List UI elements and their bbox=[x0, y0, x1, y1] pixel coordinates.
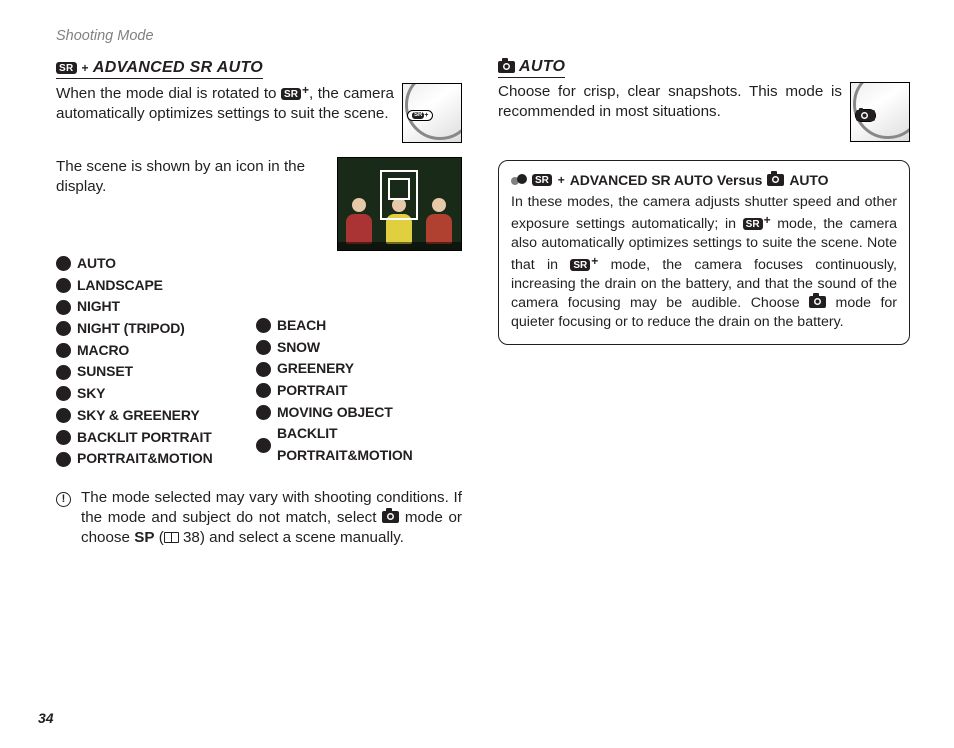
scene-icon bbox=[56, 408, 71, 423]
scene-icon bbox=[56, 386, 71, 401]
scene-label: GREENERY bbox=[277, 358, 354, 380]
sr-badge-inline-icon: SR bbox=[743, 218, 763, 230]
scene-icon bbox=[56, 452, 71, 467]
note-bullet-icon bbox=[511, 174, 527, 186]
scene-label: AUTO bbox=[77, 253, 116, 275]
scene-label: SNOW bbox=[277, 337, 320, 359]
caution-icon: ! bbox=[56, 490, 71, 548]
two-column-layout: SR+ ADVANCED SR AUTO When the mode dial … bbox=[56, 58, 910, 548]
scene-label: MOVING OBJECT bbox=[277, 402, 393, 424]
scene-icon bbox=[256, 405, 271, 420]
scene-item: NIGHT (TRIPOD) bbox=[56, 318, 256, 340]
scene-list-right: BEACHSNOWGREENERYPORTRAITMOVING OBJECTBA… bbox=[256, 315, 462, 470]
scene-icon bbox=[256, 340, 271, 355]
right-column: AUTO Choose for crisp, clear snapshots. … bbox=[498, 58, 910, 548]
intro-text-a: When the mode dial is rotated to bbox=[56, 85, 281, 102]
scene-label: MACRO bbox=[77, 340, 129, 362]
auto-intro-row: Choose for crisp, clear snapshots. This … bbox=[498, 82, 910, 142]
scene-icon bbox=[256, 362, 271, 377]
scene-item: LANDSCAPE bbox=[56, 275, 256, 297]
scene-item: MOVING OBJECT bbox=[256, 402, 462, 424]
running-head: Shooting Mode bbox=[56, 28, 910, 44]
scene-item: MACRO bbox=[56, 340, 256, 362]
scene-description-row: The scene is shown by an icon in the dis… bbox=[56, 157, 462, 251]
scene-label: PORTRAIT&MOTION bbox=[77, 448, 213, 470]
scene-label: BACKLIT PORTRAIT bbox=[77, 427, 212, 449]
sr-plus-inline-icon: + bbox=[764, 213, 771, 227]
scene-item: PORTRAIT bbox=[256, 380, 462, 402]
sr-badge-inline-icon: SR bbox=[570, 259, 590, 271]
scene-icon bbox=[256, 438, 271, 453]
auto-body-text: Choose for crisp, clear snapshots. This … bbox=[498, 82, 842, 142]
section-title-text: ADVANCED SR AUTO bbox=[93, 59, 263, 77]
camera-icon bbox=[767, 174, 784, 186]
sr-plus-icon: + bbox=[82, 61, 89, 75]
sr-badge-icon: SR bbox=[56, 62, 77, 74]
scene-icon bbox=[256, 383, 271, 398]
callout-body: In these modes, the camera adjusts shutt… bbox=[511, 193, 897, 332]
scene-label: NIGHT bbox=[77, 296, 120, 318]
scene-item: BACKLIT PORTRAIT bbox=[56, 427, 256, 449]
scene-item: SKY & GREENERY bbox=[56, 405, 256, 427]
camera-icon bbox=[382, 511, 399, 523]
scene-label: SKY bbox=[77, 383, 105, 405]
scene-label: NIGHT (TRIPOD) bbox=[77, 318, 185, 340]
scene-icon-lists: AUTOLANDSCAPENIGHTNIGHT (TRIPOD)MACROSUN… bbox=[56, 253, 462, 470]
callout-title: SR+ ADVANCED SR AUTO Versus AUTO bbox=[511, 171, 897, 190]
scene-item: NIGHT bbox=[56, 296, 256, 318]
scene-label: LANDSCAPE bbox=[77, 275, 163, 297]
sr-plus-inline-icon: + bbox=[302, 83, 309, 97]
sr-badge-icon: SR bbox=[532, 174, 552, 186]
scene-icon bbox=[256, 318, 271, 333]
scene-item: SUNSET bbox=[56, 361, 256, 383]
scene-icon bbox=[56, 256, 71, 271]
section-title-text: AUTO bbox=[519, 58, 565, 76]
scene-item: AUTO bbox=[56, 253, 256, 275]
intro-row: When the mode dial is rotated to SR+, th… bbox=[56, 83, 462, 143]
page-ref-icon bbox=[164, 532, 179, 543]
section-title-auto: AUTO bbox=[498, 58, 565, 78]
scene-label: PORTRAIT bbox=[277, 380, 347, 402]
section-title-advanced-sr-auto: SR + ADVANCED SR AUTO bbox=[56, 59, 263, 79]
scene-item: SNOW bbox=[256, 337, 462, 359]
scene-item: BACKLIT PORTRAIT&MOTION bbox=[256, 423, 462, 466]
caution-text: The mode selected may vary with shooting… bbox=[81, 488, 462, 548]
intro-text: When the mode dial is rotated to SR+, th… bbox=[56, 83, 394, 143]
info-callout: SR+ ADVANCED SR AUTO Versus AUTO In thes… bbox=[498, 160, 910, 345]
scene-item: BEACH bbox=[256, 315, 462, 337]
scene-icon bbox=[56, 343, 71, 358]
scene-label: BACKLIT PORTRAIT&MOTION bbox=[277, 423, 462, 466]
scene-label: SUNSET bbox=[77, 361, 133, 383]
scene-label: BEACH bbox=[277, 315, 326, 337]
scene-icon bbox=[56, 278, 71, 293]
scene-item: PORTRAIT&MOTION bbox=[56, 448, 256, 470]
dial-indicator: SR+ bbox=[407, 110, 433, 121]
scene-icon bbox=[56, 365, 71, 380]
manual-page: Shooting Mode SR+ ADVANCED SR AUTO When … bbox=[0, 0, 954, 748]
scene-label: SKY & GREENERY bbox=[77, 405, 200, 427]
mode-dial-illustration-auto bbox=[850, 82, 910, 142]
sr-plus-icon: + bbox=[558, 172, 565, 188]
sr-badge-inline-icon: SR bbox=[281, 88, 301, 100]
lcd-preview-illustration bbox=[337, 157, 462, 251]
left-column: SR+ ADVANCED SR AUTO When the mode dial … bbox=[56, 58, 462, 548]
scene-icon bbox=[56, 430, 71, 445]
scene-item: SKY bbox=[56, 383, 256, 405]
camera-icon bbox=[498, 61, 515, 73]
scene-icon bbox=[56, 300, 71, 315]
camera-icon bbox=[809, 296, 826, 308]
mode-dial-illustration-sr: SR+ bbox=[402, 83, 462, 143]
dial-indicator bbox=[855, 109, 876, 122]
page-number: 34 bbox=[38, 710, 54, 726]
caution-note: ! The mode selected may vary with shooti… bbox=[56, 488, 462, 548]
scene-item: GREENERY bbox=[256, 358, 462, 380]
scene-list-left: AUTOLANDSCAPENIGHTNIGHT (TRIPOD)MACROSUN… bbox=[56, 253, 256, 470]
scene-lead-text: The scene is shown by an icon in the dis… bbox=[56, 157, 329, 251]
camera-icon bbox=[860, 111, 871, 119]
scene-icon bbox=[56, 321, 71, 336]
